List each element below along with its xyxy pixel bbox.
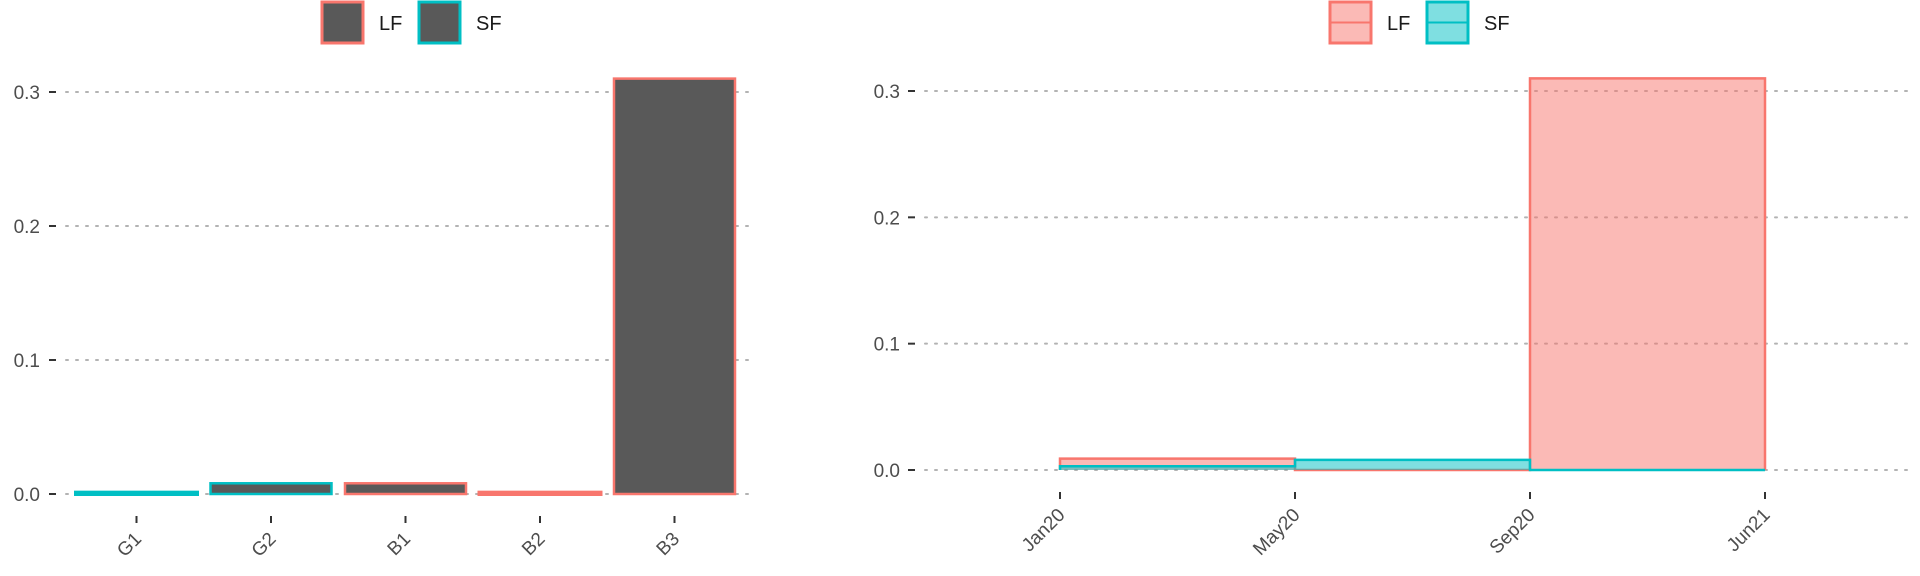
y-tick-label: 0.1 [14,351,40,372]
x-tick-label-jun21: Jun21 [1723,505,1774,556]
legend-key-lf [320,0,365,45]
x-tick-label-b1: B1 [384,529,415,560]
y-tick-label: 0.2 [874,208,900,229]
legend: LF SF [1328,0,1510,45]
x-tick-label-sep20: Sep20 [1486,505,1540,559]
y-tick-label: 0.0 [14,485,40,506]
legend-key-sf [417,0,462,45]
legend: LF SF [320,0,502,45]
series-sf [1058,458,1765,472]
y-tick-label: 0.3 [14,83,40,104]
legend-label-sf: SF [476,13,502,35]
area-step-sf-1 [1295,459,1530,470]
legend-label-lf: LF [1387,13,1410,35]
bar-g2 [209,482,333,496]
x-tick-label-g2: G2 [248,529,281,562]
area-chart-panel: LF SF 0.0 0.1 0.2 0.3 Jan20 May20 Sep20 Jun21 [874,0,1911,560]
x-tick-label-jan20: Jan20 [1018,505,1069,556]
x-tick-label-may20: May20 [1249,505,1304,560]
bar-g1 [74,490,199,497]
y-tick-label: 0.1 [874,335,900,356]
legend-label-lf: LF [379,13,402,35]
area-step-sf-0 [1060,466,1295,470]
bar-b2 [477,490,603,497]
y-tick-label: 0.0 [874,461,900,482]
y-tick-label: 0.2 [14,217,40,238]
area-step-lf-2 [1530,78,1765,470]
legend-label-sf: SF [1484,13,1510,35]
area-step-lf-0 [1060,458,1295,470]
x-tick-label-b2: B2 [518,529,549,560]
series-lf [1058,77,1767,472]
bar-chart-panel: LF SF 0.0 0.1 0.2 0.3 G1 G2 B1 B2 B3 [14,0,753,562]
bar-b3 [612,77,737,496]
x-tick-label-g1: G1 [113,529,146,562]
series-line-sf [1058,458,1765,472]
y-tick-label: 0.3 [874,82,900,103]
x-tick-label-b3: B3 [653,529,684,560]
bar-b1 [343,482,468,496]
